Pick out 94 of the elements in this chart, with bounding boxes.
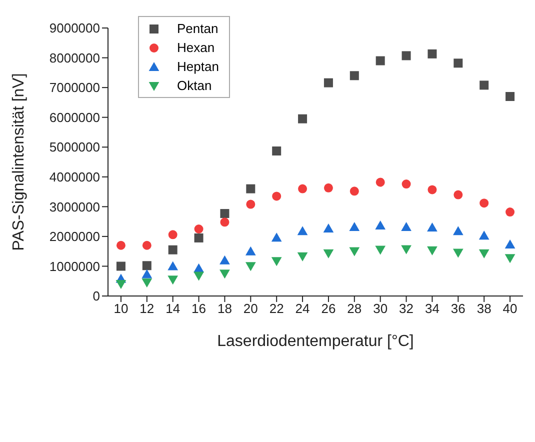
point — [194, 233, 204, 242]
point — [246, 184, 256, 194]
point — [324, 78, 333, 88]
y-tick-label: 2000000 — [49, 229, 100, 244]
x-tick-label: 28 — [347, 301, 362, 316]
point — [504, 254, 516, 264]
y-tick-label: 3000000 — [49, 199, 100, 214]
point — [349, 247, 360, 256]
point — [427, 246, 438, 256]
point — [168, 230, 178, 240]
point — [245, 246, 256, 256]
x-tick-label: 18 — [217, 301, 232, 316]
point — [220, 270, 230, 279]
point — [402, 180, 411, 189]
x-tick-label: 14 — [166, 301, 180, 316]
point — [376, 178, 385, 187]
point — [142, 261, 152, 270]
y-tick-label: 6000000 — [49, 110, 100, 125]
point — [168, 261, 178, 270]
point — [350, 71, 359, 80]
point — [271, 232, 282, 242]
x-tick-label: 36 — [450, 301, 466, 316]
point — [220, 218, 230, 227]
legend-label: Oktan — [177, 78, 212, 93]
point — [297, 252, 308, 262]
point — [194, 272, 204, 281]
point — [454, 58, 463, 68]
point — [245, 262, 256, 272]
point — [297, 226, 308, 236]
point — [323, 223, 334, 232]
point — [375, 220, 386, 230]
point — [323, 249, 334, 258]
point — [142, 269, 152, 278]
point — [401, 222, 412, 231]
point — [506, 92, 515, 101]
y-tick-label: 5000000 — [49, 140, 100, 155]
point — [506, 208, 515, 217]
point — [402, 51, 411, 60]
point — [376, 56, 385, 66]
point — [220, 209, 230, 218]
y-axis-title: PAS-Signalintensität [nV] — [10, 73, 28, 251]
x-axis-title: Laserdiodentemperatur [°C] — [217, 333, 414, 350]
point — [478, 249, 490, 258]
point — [452, 248, 464, 258]
point — [116, 262, 126, 271]
point — [452, 226, 464, 236]
y-tick-label: 1000000 — [49, 258, 100, 274]
x-tick-label: 24 — [295, 301, 310, 316]
x-tick-label: 30 — [373, 301, 388, 316]
point — [142, 278, 152, 288]
point — [428, 185, 437, 194]
point — [324, 183, 333, 192]
point — [116, 240, 126, 250]
x-tick-label: 40 — [502, 301, 518, 316]
point — [375, 246, 386, 255]
point — [194, 224, 204, 234]
point — [272, 192, 282, 201]
point — [504, 240, 516, 249]
x-tick-label: 20 — [243, 301, 258, 316]
point — [246, 200, 256, 209]
point — [350, 186, 359, 196]
point — [401, 245, 412, 254]
x-tick-label: 26 — [321, 301, 336, 316]
x-tick-label: 12 — [140, 301, 154, 316]
point — [480, 198, 489, 208]
x-tick-label: 34 — [424, 301, 440, 316]
point — [427, 222, 438, 232]
x-tick-label: 22 — [269, 301, 284, 316]
y-tick-label: 0 — [92, 288, 100, 304]
point — [271, 257, 282, 266]
point — [142, 240, 152, 250]
point — [478, 230, 490, 240]
x-tick-label: 32 — [399, 301, 414, 316]
y-tick-label: 4000000 — [49, 170, 100, 185]
point — [298, 184, 308, 194]
y-tick-label: 9000000 — [49, 20, 100, 36]
point — [480, 80, 489, 90]
legend-label: Pentan — [177, 21, 218, 36]
point — [116, 280, 126, 290]
legend-label: Hexan — [177, 40, 215, 55]
point — [428, 49, 437, 58]
point — [349, 222, 360, 231]
x-tick-label: 10 — [114, 301, 128, 316]
point — [272, 146, 282, 156]
point — [454, 190, 463, 200]
point — [168, 276, 178, 285]
x-tick-label: 38 — [476, 301, 492, 316]
y-tick-label: 8000000 — [49, 50, 100, 66]
point — [298, 114, 308, 124]
point — [220, 255, 230, 264]
point — [168, 245, 178, 254]
y-tick-label: 7000000 — [49, 80, 100, 96]
x-tick-label: 16 — [192, 301, 206, 316]
legend-label: Heptan — [177, 59, 219, 74]
